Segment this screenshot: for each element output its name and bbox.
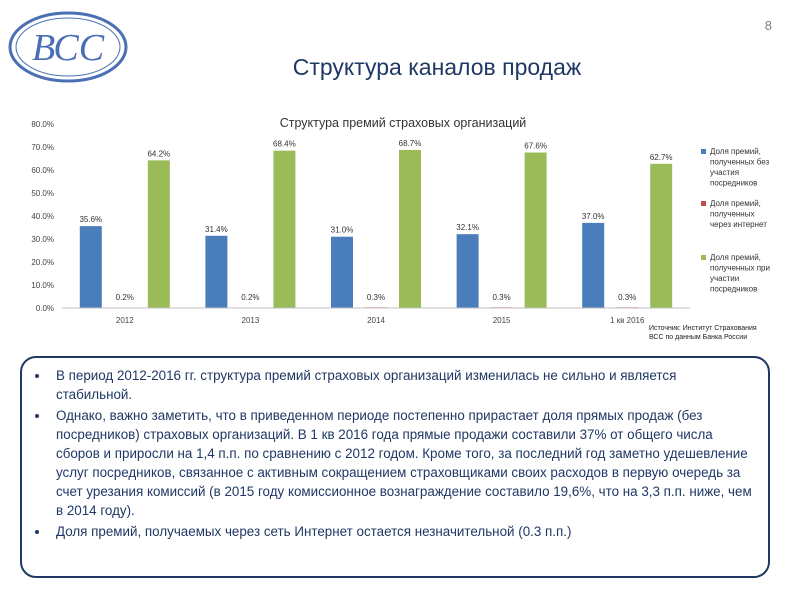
x-axis: 2012 2013 2014 2015 1 кв 2016 <box>62 307 690 325</box>
data-label: 32.1% <box>456 223 479 232</box>
data-label: 35.6% <box>79 215 102 224</box>
legend-swatch <box>701 201 706 206</box>
x-tick-label: 2013 <box>242 316 260 325</box>
data-label: 68.7% <box>399 139 422 148</box>
page-title: Структура каналов продаж <box>292 54 582 80</box>
legend: Доля премий, полученных без участия посредн… <box>701 147 770 294</box>
legend-entry: Доля премий, полученных при участии посредн… <box>710 253 770 294</box>
bar <box>524 152 547 308</box>
y-tick-label: 80.0% <box>31 120 54 129</box>
data-label: 0.2% <box>116 293 134 302</box>
x-tick-label: 2015 <box>493 316 511 325</box>
bar <box>147 160 170 308</box>
y-tick-label: 20.0% <box>31 258 54 267</box>
bar <box>399 149 421 308</box>
bar <box>273 150 296 308</box>
bar <box>650 163 673 308</box>
data-label: 68.4% <box>273 140 296 149</box>
y-tick-label: 40.0% <box>31 212 54 221</box>
bullet-item: В период 2012-2016 гг. структура премий … <box>50 366 754 404</box>
data-label: 0.2% <box>241 293 259 302</box>
data-label: 31.4% <box>205 225 228 234</box>
data-label: 64.2% <box>147 149 170 158</box>
data-label: 31.0% <box>331 226 354 235</box>
legend-entry: Доля премий, полученных через интернет <box>710 199 767 229</box>
bar-chart: Структура премий страховых организаций 0… <box>31 116 770 325</box>
legend-entry: Доля премий, полученных без участия посредн… <box>710 147 769 188</box>
data-label: 62.7% <box>650 153 673 162</box>
bullet-item: Доля премий, получаемых через сеть Интер… <box>50 522 754 541</box>
bar <box>205 235 228 308</box>
chart-title: Структура премий страховых организаций <box>280 116 527 130</box>
x-tick-label: 2012 <box>116 316 134 325</box>
data-label: 0.3% <box>367 293 385 302</box>
data-label: 0.3% <box>492 293 510 302</box>
bullet-item: Однако, важно заметить, что в приведенно… <box>50 406 754 520</box>
data-label: 0.3% <box>618 293 636 302</box>
bar <box>582 222 605 308</box>
y-tick-label: 10.0% <box>31 281 54 290</box>
logo-text: ВСС <box>32 27 105 69</box>
bar <box>331 236 353 308</box>
x-tick-label: 1 кв 2016 <box>610 316 645 325</box>
data-label: 37.0% <box>582 212 605 221</box>
data-label: 67.6% <box>524 142 547 151</box>
page-number: 8 <box>764 18 772 33</box>
bars: 35.6% 0.2% 64.2% 31.4% 0.2% 68.4% 31.0% 0.3% 68.… <box>79 139 673 309</box>
bar <box>79 226 102 308</box>
bullet-list: В период 2012-2016 гг. структура премий … <box>32 366 754 541</box>
y-tick-label: 60.0% <box>31 166 54 175</box>
x-tick-label: 2014 <box>367 316 385 325</box>
y-tick-label: 70.0% <box>31 143 54 152</box>
y-tick-label: 0.0% <box>36 304 54 313</box>
y-tick-label: 30.0% <box>31 235 54 244</box>
summary-box: В период 2012-2016 гг. структура премий … <box>20 356 770 578</box>
legend-swatch <box>701 255 706 260</box>
company-logo: ВСС <box>8 11 128 83</box>
y-axis: 0.0% 10.0% 20.0% 30.0% 40.0% 50.0% 60.0% 70.0% 8… <box>31 120 54 313</box>
source-note: Источник: Институт Страхования ВСС по да… <box>649 325 757 341</box>
bar <box>456 234 479 308</box>
legend-swatch <box>701 149 706 154</box>
y-tick-label: 50.0% <box>31 189 54 198</box>
